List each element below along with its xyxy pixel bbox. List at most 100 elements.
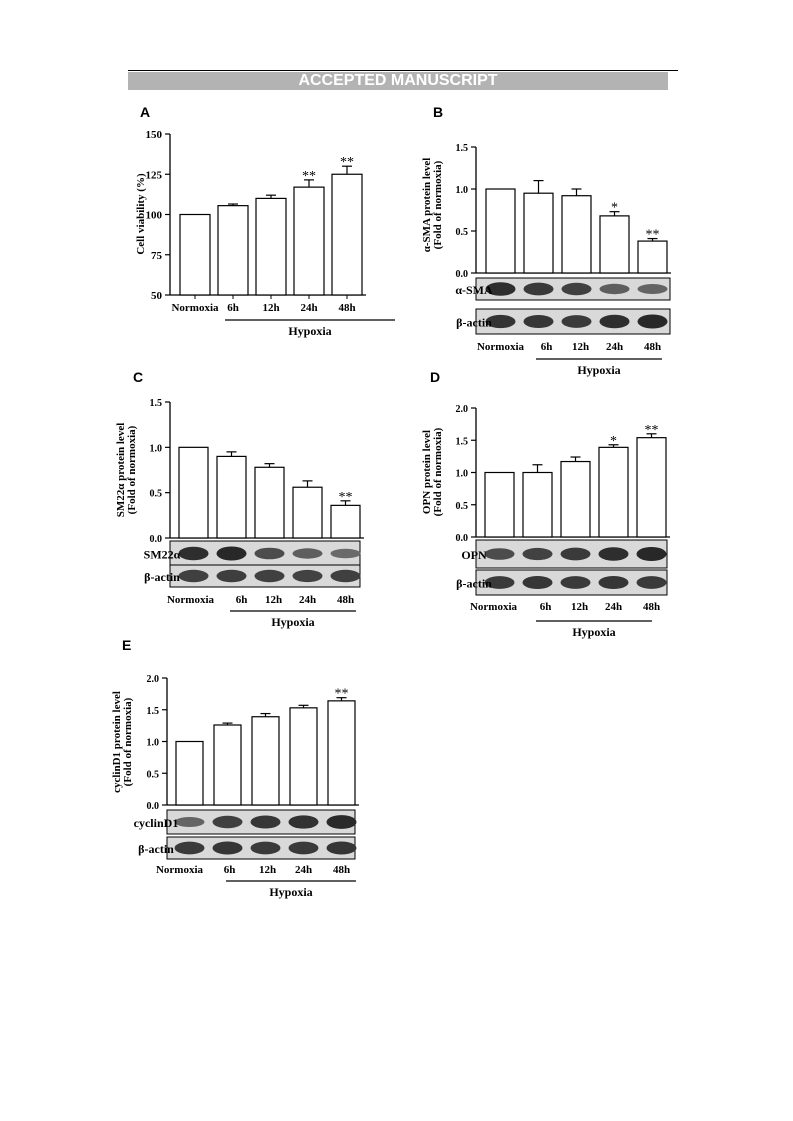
bar	[560, 460, 591, 538]
bar	[289, 707, 318, 806]
bar	[485, 188, 516, 274]
bar	[523, 192, 554, 274]
blot-band	[637, 284, 668, 294]
blot-label: α-SMA	[455, 283, 493, 297]
panel-e-chart: 0.0 0.5 1.0 1.5 2.0 ** cyclinD1 β-actin Normoxia…	[111, 674, 359, 899]
panel-label-e: E	[122, 637, 132, 653]
bar	[178, 446, 209, 539]
blot-band	[561, 282, 592, 296]
panel-label-d: D	[430, 369, 441, 385]
panel-a-chart: 50 75 100 125 150 ** ** Normoxia 6h 12h 24h 48h Hypo…	[135, 129, 395, 338]
y-tick-label: 150	[146, 129, 163, 141]
category-label: 12h	[262, 302, 279, 314]
y-tick-label: 75	[151, 250, 163, 262]
bar	[522, 471, 553, 538]
blot-label: OPN	[461, 548, 487, 562]
blot-band	[250, 841, 281, 855]
panel-label-b: B	[433, 104, 444, 120]
significance-mark: **	[302, 169, 316, 184]
y-tick-label: 1.5	[456, 143, 469, 154]
blot-band	[326, 841, 357, 855]
blot-band	[523, 282, 554, 296]
category-label: 48h	[643, 601, 660, 613]
category-label: 12h	[265, 594, 282, 606]
y-tick-label: 0.5	[150, 489, 163, 500]
category-label: Normoxia	[156, 864, 204, 876]
blot-label: β-actin	[456, 316, 492, 330]
blot-band	[216, 546, 247, 561]
blot-band	[216, 569, 247, 583]
y-tick-label: 0.5	[147, 769, 160, 780]
blot-band	[560, 547, 591, 561]
bar	[216, 455, 247, 539]
y-axis-label: (Fold of normoxia)	[432, 160, 444, 249]
y-axis-label: Cell viability (%)	[135, 173, 147, 255]
bar	[251, 716, 280, 806]
y-axis-label: α-SMA protein level	[421, 158, 433, 253]
category-label: 12h	[572, 341, 589, 353]
category-label: 12h	[259, 864, 276, 876]
y-tick-label: 1.5	[456, 436, 469, 447]
blot-label: SM22α	[144, 548, 181, 562]
y-tick-label: 1.0	[456, 185, 469, 196]
blot-band	[250, 815, 281, 829]
blot-band	[212, 815, 243, 829]
blot-band	[485, 282, 516, 296]
blot-band	[484, 548, 515, 560]
blot-band	[636, 547, 667, 561]
category-label: 48h	[644, 341, 661, 353]
bar	[598, 446, 629, 538]
bar	[217, 205, 249, 296]
category-label: 24h	[605, 601, 622, 613]
bar	[484, 471, 515, 538]
group-label: Hypoxia	[269, 885, 312, 899]
blot-band	[523, 314, 554, 329]
category-label: 48h	[338, 302, 355, 314]
y-tick-label: 1.0	[147, 738, 160, 749]
blot-band	[636, 576, 667, 589]
category-label: 6h	[236, 594, 248, 606]
bar	[561, 195, 592, 274]
category-label: Normoxia	[477, 341, 525, 353]
blot-band	[598, 547, 629, 561]
y-tick-label: 0.5	[456, 501, 469, 512]
bar	[175, 740, 204, 806]
header-rule	[128, 70, 678, 71]
blot-label: β-actin	[456, 577, 492, 591]
significance-mark: **	[339, 490, 353, 505]
category-label: 48h	[337, 594, 354, 606]
blot-label: β-actin	[138, 842, 174, 856]
blot-band	[326, 815, 357, 829]
y-axis-label: (Fold of normoxia)	[432, 427, 444, 516]
blot-band	[561, 315, 592, 328]
y-tick-label: 50	[151, 290, 163, 302]
blot-band	[522, 547, 553, 561]
panel-label-a: A	[140, 104, 151, 120]
y-tick-label: 0.5	[456, 227, 469, 238]
category-label: 6h	[224, 864, 236, 876]
bar	[213, 724, 242, 806]
category-label: 6h	[227, 302, 239, 314]
blot-band	[637, 314, 668, 329]
blot-band	[560, 576, 591, 589]
y-tick-label: 1.5	[147, 706, 160, 717]
significance-mark: *	[610, 434, 617, 449]
y-tick-label: 1.5	[150, 398, 163, 409]
y-tick-label: 0.0	[147, 801, 160, 812]
y-tick-label: 0.0	[456, 269, 469, 280]
blot-label: cyclinD1	[134, 816, 179, 830]
blot-band	[485, 314, 516, 329]
blot-band	[288, 815, 319, 829]
bar	[330, 504, 361, 539]
bar	[327, 700, 356, 806]
y-axis-label: (Fold of normoxia)	[126, 425, 138, 514]
blot-band	[330, 569, 361, 583]
blot-band	[254, 547, 285, 560]
bar	[179, 213, 211, 296]
panel-c-chart: 0.0 0.5 1.0 1.5 ** SM22α β-actin Normoxia 6h 12h 2…	[115, 398, 364, 629]
significance-mark: *	[611, 201, 618, 216]
y-axis-label: SM22α protein level	[115, 423, 127, 518]
blot-band	[330, 548, 361, 559]
category-label: 48h	[333, 864, 350, 876]
